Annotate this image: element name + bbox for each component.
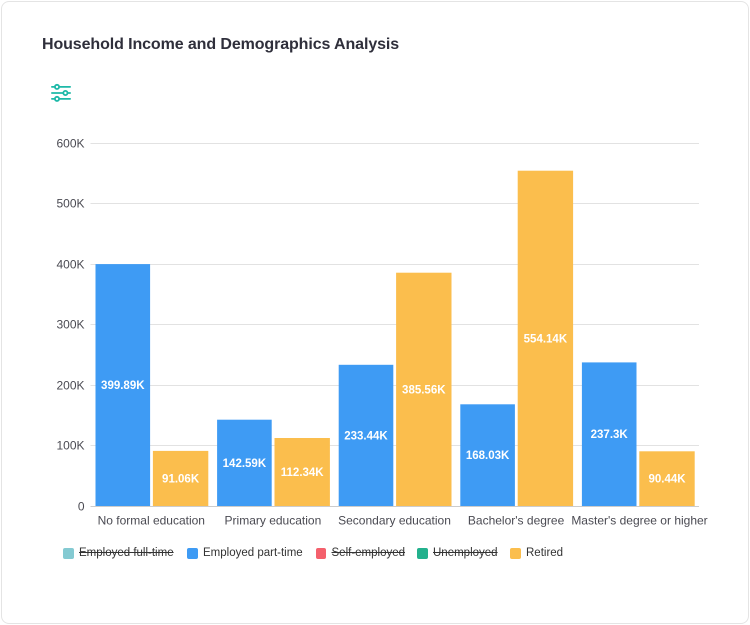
svg-text:0: 0 <box>78 500 85 514</box>
svg-text:237.3K: 237.3K <box>591 429 629 441</box>
svg-text:Master's degree or higher: Master's degree or higher <box>571 514 707 528</box>
svg-text:142.59K: 142.59K <box>223 458 267 470</box>
svg-text:168.03K: 168.03K <box>466 450 510 462</box>
svg-text:91.06K: 91.06K <box>162 474 200 486</box>
svg-text:233.44K: 233.44K <box>344 430 388 442</box>
svg-text:600K: 600K <box>56 137 84 151</box>
svg-text:399.89K: 399.89K <box>101 380 145 392</box>
svg-text:385.56K: 385.56K <box>402 384 446 396</box>
svg-text:500K: 500K <box>56 197 84 211</box>
svg-text:Primary education: Primary education <box>225 514 322 528</box>
svg-text:300K: 300K <box>56 318 84 332</box>
svg-text:No formal education: No formal education <box>98 514 205 528</box>
svg-text:100K: 100K <box>56 439 84 453</box>
svg-text:554.14K: 554.14K <box>524 333 568 345</box>
svg-text:400K: 400K <box>56 258 84 272</box>
svg-text:90.44K: 90.44K <box>648 474 686 486</box>
svg-text:112.34K: 112.34K <box>281 467 325 479</box>
svg-text:200K: 200K <box>56 379 84 393</box>
svg-text:Bachelor's degree: Bachelor's degree <box>468 514 565 528</box>
svg-text:Secondary education: Secondary education <box>338 514 451 528</box>
